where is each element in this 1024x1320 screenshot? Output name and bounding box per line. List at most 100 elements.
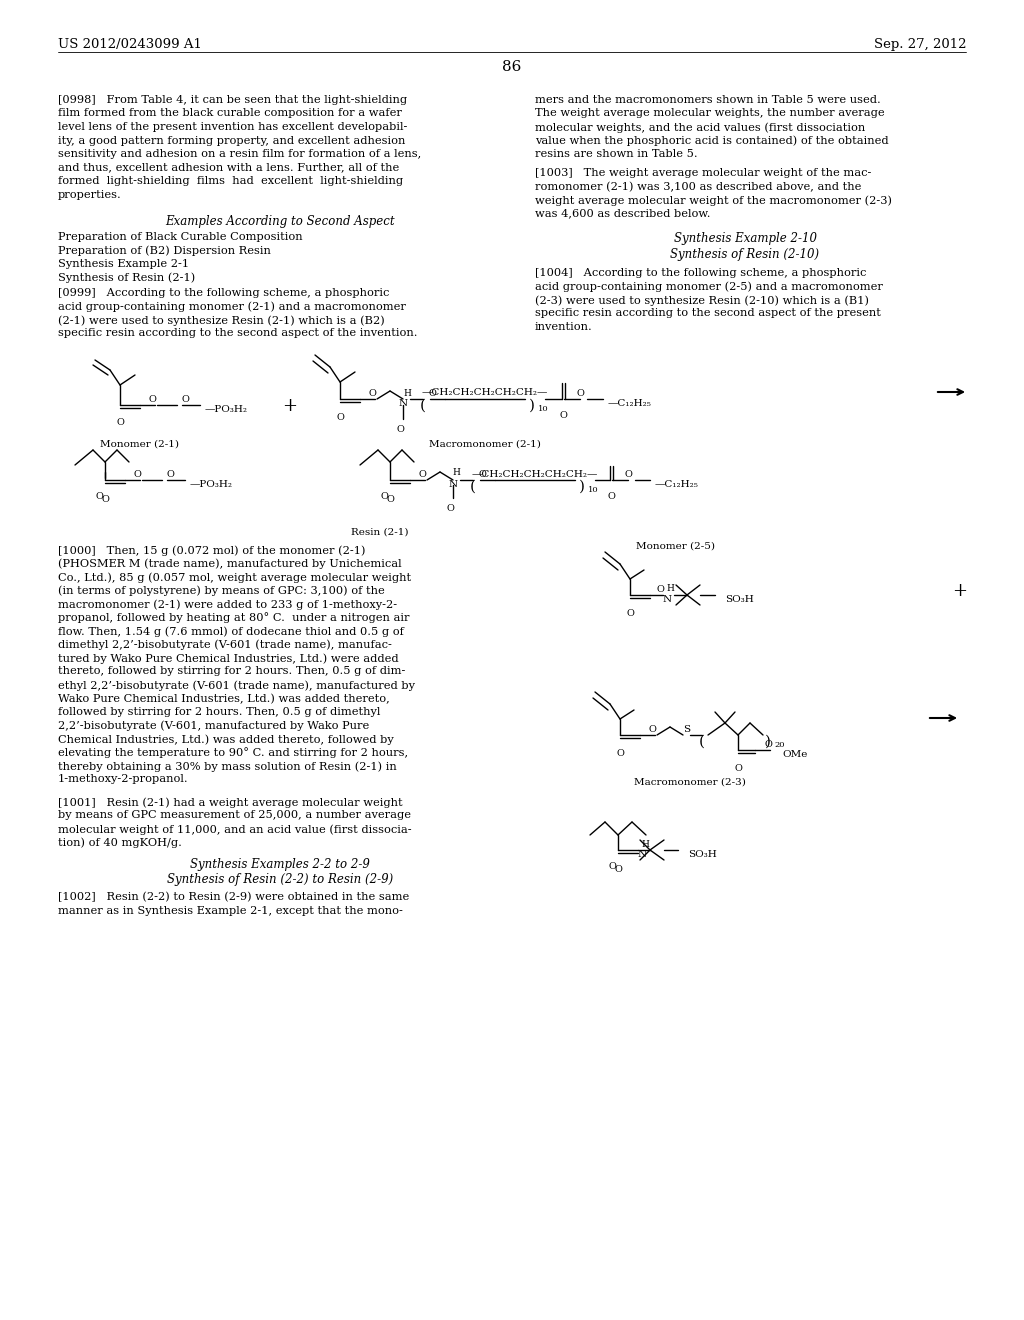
Text: The weight average molecular weights, the number average: The weight average molecular weights, th…: [535, 108, 885, 119]
Text: SO₃H: SO₃H: [688, 850, 717, 859]
Text: [1003]   The weight average molecular weight of the mac-: [1003] The weight average molecular weig…: [535, 168, 871, 178]
Text: Wako Pure Chemical Industries, Ltd.) was added thereto,: Wako Pure Chemical Industries, Ltd.) was…: [58, 693, 390, 704]
Text: Preparation of Black Curable Composition: Preparation of Black Curable Composition: [58, 232, 303, 242]
Text: N: N: [637, 850, 646, 859]
Text: sensitivity and adhesion on a resin film for formation of a lens,: sensitivity and adhesion on a resin film…: [58, 149, 421, 158]
Text: specific resin according to the second aspect of the present: specific resin according to the second a…: [535, 309, 881, 318]
Text: acid group-containing monomer (2-5) and a macromonomer: acid group-containing monomer (2-5) and …: [535, 281, 883, 292]
Text: [1000]   Then, 15 g (0.072 mol) of the monomer (2-1): [1000] Then, 15 g (0.072 mol) of the mon…: [58, 545, 366, 556]
Text: (2-1) were used to synthesize Resin (2-1) which is a (B2): (2-1) were used to synthesize Resin (2-1…: [58, 315, 385, 326]
Text: O: O: [418, 470, 426, 479]
Text: level lens of the present invention has excellent developabil-: level lens of the present invention has …: [58, 121, 408, 132]
Text: —CH₂CH₂CH₂CH₂CH₂—: —CH₂CH₂CH₂CH₂CH₂—: [422, 388, 548, 397]
Text: Synthesis of Resin (2-10): Synthesis of Resin (2-10): [671, 248, 819, 261]
Text: mers and the macromonomers shown in Table 5 were used.: mers and the macromonomers shown in Tabl…: [535, 95, 881, 106]
Text: 10: 10: [588, 486, 599, 494]
Text: dimethyl 2,2’-bisobutyrate (V-601 (trade name), manufac-: dimethyl 2,2’-bisobutyrate (V-601 (trade…: [58, 639, 392, 649]
Text: flow. Then, 1.54 g (7.6 mmol) of dodecane thiol and 0.5 g of: flow. Then, 1.54 g (7.6 mmol) of dodecan…: [58, 626, 403, 636]
Text: thereto, followed by stirring for 2 hours. Then, 0.5 g of dim-: thereto, followed by stirring for 2 hour…: [58, 667, 406, 676]
Text: O: O: [148, 395, 156, 404]
Text: resins are shown in Table 5.: resins are shown in Table 5.: [535, 149, 697, 158]
Text: thereby obtaining a 30% by mass solution of Resin (2-1) in: thereby obtaining a 30% by mass solution…: [58, 762, 396, 772]
Text: US 2012/0243099 A1: US 2012/0243099 A1: [58, 38, 202, 51]
Text: Sep. 27, 2012: Sep. 27, 2012: [873, 38, 966, 51]
Text: —CH₂CH₂CH₂CH₂CH₂—: —CH₂CH₂CH₂CH₂CH₂—: [472, 470, 598, 479]
Text: H: H: [452, 469, 460, 477]
Text: O: O: [734, 764, 742, 774]
Text: ethyl 2,2’-bisobutyrate (V-601 (trade name), manufactured by: ethyl 2,2’-bisobutyrate (V-601 (trade na…: [58, 680, 415, 690]
Text: O: O: [607, 492, 615, 502]
Text: molecular weight of 11,000, and an acid value (first dissocia-: molecular weight of 11,000, and an acid …: [58, 824, 412, 834]
Text: O: O: [624, 470, 632, 479]
Text: value when the phosphoric acid is contained) of the obtained: value when the phosphoric acid is contai…: [535, 136, 889, 147]
Text: O: O: [764, 741, 772, 748]
Text: and thus, excellent adhesion with a lens. Further, all of the: and thus, excellent adhesion with a lens…: [58, 162, 399, 173]
Text: properties.: properties.: [58, 190, 122, 199]
Text: elevating the temperature to 90° C. and stirring for 2 hours,: elevating the temperature to 90° C. and …: [58, 747, 409, 759]
Text: (PHOSMER M (trade name), manufactured by Unichemical: (PHOSMER M (trade name), manufactured by…: [58, 558, 401, 569]
Text: tured by Wako Pure Chemical Industries, Ltd.) were added: tured by Wako Pure Chemical Industries, …: [58, 653, 398, 664]
Text: S: S: [683, 725, 690, 734]
Text: O: O: [428, 389, 436, 399]
Text: O: O: [648, 725, 656, 734]
Text: SO₃H: SO₃H: [725, 595, 754, 605]
Text: H: H: [666, 583, 674, 593]
Text: ity, a good pattern forming property, and excellent adhesion: ity, a good pattern forming property, an…: [58, 136, 406, 145]
Text: Resin (2-1): Resin (2-1): [351, 528, 409, 537]
Text: O: O: [116, 418, 124, 426]
Text: [0999]   According to the following scheme, a phosphoric: [0999] According to the following scheme…: [58, 288, 389, 298]
Text: Macromonomer (2-3): Macromonomer (2-3): [634, 777, 745, 787]
Text: [1002]   Resin (2-2) to Resin (2-9) were obtained in the same: [1002] Resin (2-2) to Resin (2-9) were o…: [58, 892, 410, 903]
Text: O: O: [656, 585, 664, 594]
Text: O: O: [396, 425, 403, 434]
Text: invention.: invention.: [535, 322, 593, 333]
Text: —C₁₂H₂₅: —C₁₂H₂₅: [655, 480, 698, 488]
Text: formed  light-shielding  films  had  excellent  light-shielding: formed light-shielding films had excelle…: [58, 176, 403, 186]
Text: 10: 10: [538, 405, 549, 413]
Text: O: O: [368, 389, 376, 399]
Text: (2-3) were used to synthesize Resin (2-10) which is a (B1): (2-3) were used to synthesize Resin (2-1…: [535, 294, 869, 305]
Text: Monomer (2-5): Monomer (2-5): [636, 543, 715, 550]
Text: O: O: [336, 413, 344, 422]
Text: O: O: [577, 389, 584, 399]
Text: Monomer (2-1): Monomer (2-1): [100, 440, 179, 449]
Text: OMe: OMe: [782, 750, 807, 759]
Text: O: O: [133, 470, 141, 479]
Text: weight average molecular weight of the macromonomer (2-3): weight average molecular weight of the m…: [535, 195, 892, 206]
Text: [0998]   From Table 4, it can be seen that the light-shielding: [0998] From Table 4, it can be seen that…: [58, 95, 408, 106]
Text: specific resin according to the second aspect of the invention.: specific resin according to the second a…: [58, 329, 418, 338]
Text: Co., Ltd.), 85 g (0.057 mol, weight average molecular weight: Co., Ltd.), 85 g (0.057 mol, weight aver…: [58, 572, 411, 582]
Text: acid group-containing monomer (2-1) and a macromonomer: acid group-containing monomer (2-1) and …: [58, 301, 406, 312]
Text: molecular weights, and the acid values (first dissociation: molecular weights, and the acid values (…: [535, 121, 865, 132]
Text: [1004]   According to the following scheme, a phosphoric: [1004] According to the following scheme…: [535, 268, 866, 279]
Text: 20: 20: [774, 741, 784, 748]
Text: ): ): [765, 735, 771, 748]
Text: O: O: [559, 411, 567, 420]
Text: N: N: [663, 595, 672, 605]
Text: —PO₃H₂: —PO₃H₂: [190, 480, 233, 488]
Text: N: N: [449, 480, 458, 488]
Text: Examples According to Second Aspect: Examples According to Second Aspect: [165, 215, 395, 228]
Text: Synthesis Examples 2-2 to 2-9: Synthesis Examples 2-2 to 2-9: [190, 858, 370, 871]
Text: 1-methoxy-2-propanol.: 1-methoxy-2-propanol.: [58, 775, 188, 784]
Text: (: (: [470, 480, 476, 494]
Text: O: O: [101, 495, 109, 504]
Text: O: O: [380, 492, 388, 502]
Text: O: O: [95, 492, 103, 502]
Text: +: +: [952, 582, 968, 601]
Text: (: (: [420, 399, 426, 413]
Text: romonomer (2-1) was 3,100 as described above, and the: romonomer (2-1) was 3,100 as described a…: [535, 181, 861, 191]
Text: Synthesis of Resin (2-2) to Resin (2-9): Synthesis of Resin (2-2) to Resin (2-9): [167, 873, 393, 886]
Text: Preparation of (B2) Dispersion Resin: Preparation of (B2) Dispersion Resin: [58, 246, 271, 256]
Text: propanol, followed by heating at 80° C.  under a nitrogen air: propanol, followed by heating at 80° C. …: [58, 612, 410, 623]
Text: +: +: [283, 397, 298, 414]
Text: (: (: [699, 735, 705, 748]
Text: 2,2’-bisobutyrate (V-601, manufactured by Wako Pure: 2,2’-bisobutyrate (V-601, manufactured b…: [58, 721, 370, 731]
Text: ): ): [529, 399, 535, 413]
Text: O: O: [614, 865, 622, 874]
Text: —PO₃H₂: —PO₃H₂: [205, 405, 248, 414]
Text: O: O: [626, 609, 634, 618]
Text: O: O: [608, 862, 616, 871]
Text: was 4,600 as described below.: was 4,600 as described below.: [535, 209, 711, 219]
Text: —C₁₂H₂₅: —C₁₂H₂₅: [608, 399, 652, 408]
